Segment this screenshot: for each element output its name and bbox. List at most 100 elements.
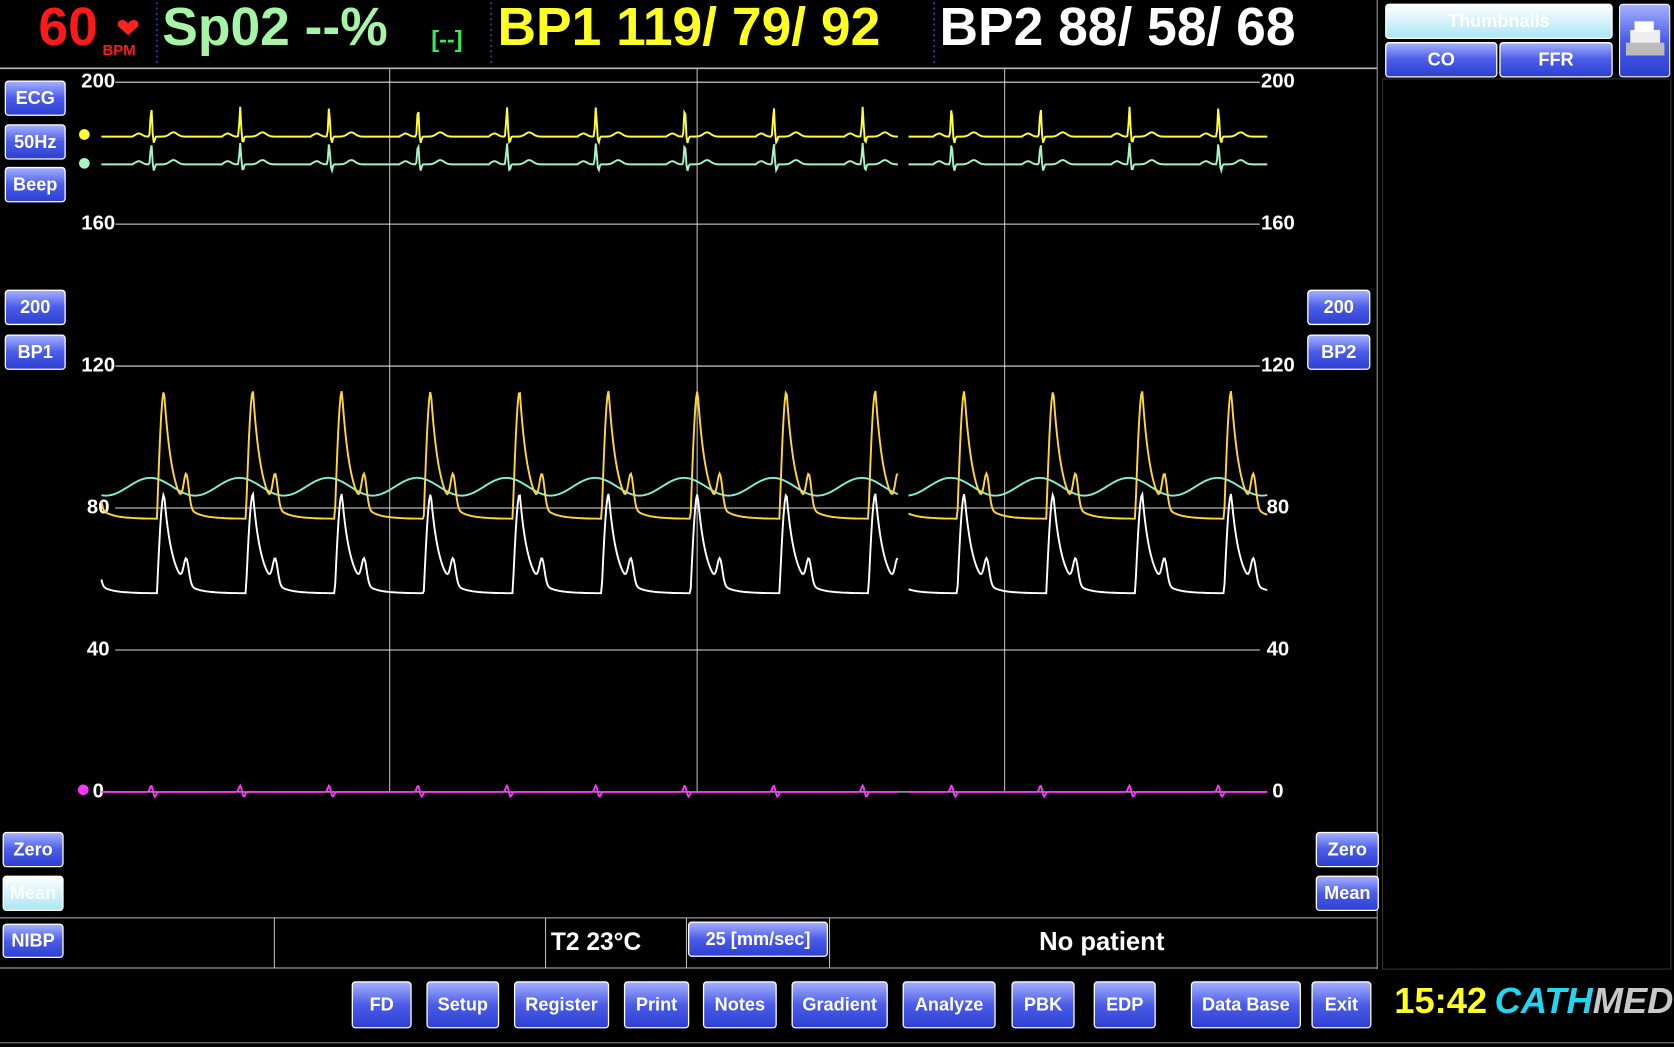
button[interactable]: 25 [mm/sec]: [687, 921, 829, 957]
button[interactable]: Mean: [1315, 875, 1379, 912]
bp2-wave: [100, 490, 1268, 595]
button-label: 200: [20, 297, 50, 317]
ecg-lead-2: [101, 142, 1268, 175]
button[interactable]: Print: [623, 981, 690, 1029]
button[interactable]: NIBP: [2, 923, 64, 958]
button[interactable]: Beep: [4, 166, 66, 203]
button-label: FD: [370, 995, 394, 1015]
button[interactable]: Exit: [1311, 981, 1372, 1029]
side-panel: [1382, 78, 1672, 970]
button-label: Thumbnails: [1448, 11, 1550, 31]
button-label: BP2: [1321, 342, 1356, 362]
button-face: [4, 289, 66, 326]
button-label: Mean: [10, 883, 56, 903]
button[interactable]: 50Hz: [4, 124, 66, 160]
button-label: NIBP: [11, 931, 54, 951]
button-label: 200: [1324, 297, 1354, 317]
header: 60 BPM Sp02 --% [--] BP1 119/ 79/ 92 BP2…: [0, 0, 1378, 70]
button[interactable]: FFR: [1499, 42, 1613, 78]
printer-button[interactable]: [1619, 3, 1671, 78]
button[interactable]: BP1: [4, 334, 66, 370]
printer-icon: [1625, 42, 1665, 56]
button-label: ECG: [16, 88, 55, 108]
button[interactable]: FD: [351, 981, 412, 1029]
button-face: [4, 80, 66, 116]
y-tick-label: 0: [93, 780, 104, 802]
button-face: [4, 124, 66, 160]
channel-dot: [79, 129, 90, 140]
button-face: [1190, 981, 1301, 1029]
button-face: [1307, 334, 1371, 370]
button[interactable]: EDP: [1093, 981, 1156, 1029]
button-face: [791, 981, 888, 1029]
button[interactable]: Register: [513, 981, 610, 1029]
button[interactable]: Notes: [702, 981, 777, 1029]
button-label: BP1: [18, 342, 53, 362]
button-face: [2, 923, 64, 958]
button-face: [1311, 981, 1372, 1029]
patient-name: No patient: [1039, 928, 1165, 956]
button[interactable]: Mean: [2, 875, 64, 912]
button[interactable]: BP2: [1307, 334, 1371, 370]
temperature: T2 23°C: [551, 929, 642, 956]
button-label: CO: [1428, 50, 1455, 70]
status-row: T2 23°C No patient: [0, 917, 1378, 969]
button[interactable]: Setup: [426, 981, 500, 1029]
button-face: [1385, 3, 1613, 40]
logo-part: MED: [1593, 980, 1674, 1021]
button-face: [513, 981, 610, 1029]
spo2-status: [--]: [431, 26, 462, 52]
bp1-wave: [100, 390, 1268, 520]
button[interactable]: PBK: [1011, 981, 1075, 1029]
button[interactable]: Data Base: [1190, 981, 1301, 1029]
button-label: Exit: [1325, 995, 1358, 1015]
button[interactable]: 200: [4, 289, 66, 326]
channel-dot: [79, 157, 90, 169]
button-label: Data Base: [1202, 995, 1290, 1015]
button-label: Gradient: [802, 995, 877, 1015]
y-tick-label-right: 120: [1261, 354, 1295, 376]
button-face: [426, 981, 500, 1029]
button-label: Notes: [715, 995, 765, 1015]
waveform-plot: 0 0 40 40 80 80 120 120 160 160 200 200: [77, 68, 1295, 802]
button-label: Analyze: [915, 995, 984, 1015]
button[interactable]: Gradient: [791, 981, 888, 1029]
y-tick-label: 40: [87, 638, 110, 660]
heart-rate-unit: BPM: [102, 42, 135, 59]
spo2: Sp02 --%: [162, 0, 387, 57]
printer-icon: [1634, 21, 1654, 33]
button[interactable]: Thumbnails: [1385, 3, 1613, 40]
button-face: [1307, 289, 1371, 326]
button-label: 50Hz: [14, 132, 56, 152]
button-face: [1385, 42, 1498, 78]
aux-wave: [101, 783, 1268, 799]
button-face: [702, 981, 777, 1029]
y-tick-label: 200: [81, 71, 115, 93]
button-face: [1499, 42, 1613, 78]
button[interactable]: ECG: [4, 80, 66, 116]
button-label: PBK: [1024, 995, 1062, 1015]
y-tick-label: 80: [87, 496, 110, 518]
button[interactable]: Analyze: [902, 981, 996, 1029]
button-face: [4, 166, 66, 203]
mean-pressure: [101, 476, 1268, 497]
bp1-readout: BP1 119/ 79/ 92: [498, 0, 881, 57]
button[interactable]: CO: [1385, 42, 1498, 78]
ecg-lead-1: [101, 106, 1268, 146]
channel-dot: [77, 784, 89, 796]
button[interactable]: Zero: [1315, 831, 1379, 868]
y-tick-label-right: 160: [1261, 212, 1295, 234]
bp2-readout: BP2 88/ 58/ 68: [939, 0, 1295, 57]
button-face: [4, 334, 66, 370]
heart-icon: [117, 19, 139, 36]
y-tick-label-right: 200: [1261, 71, 1295, 93]
button[interactable]: Zero: [2, 831, 64, 868]
button-label: Beep: [13, 175, 57, 195]
heart-rate: 60: [38, 0, 97, 57]
button-label: Setup: [438, 995, 488, 1015]
y-tick-label: 120: [81, 354, 115, 376]
logo-part: CATH: [1495, 980, 1594, 1021]
button[interactable]: 200: [1307, 289, 1371, 326]
y-tick-label-right: 0: [1272, 780, 1283, 802]
